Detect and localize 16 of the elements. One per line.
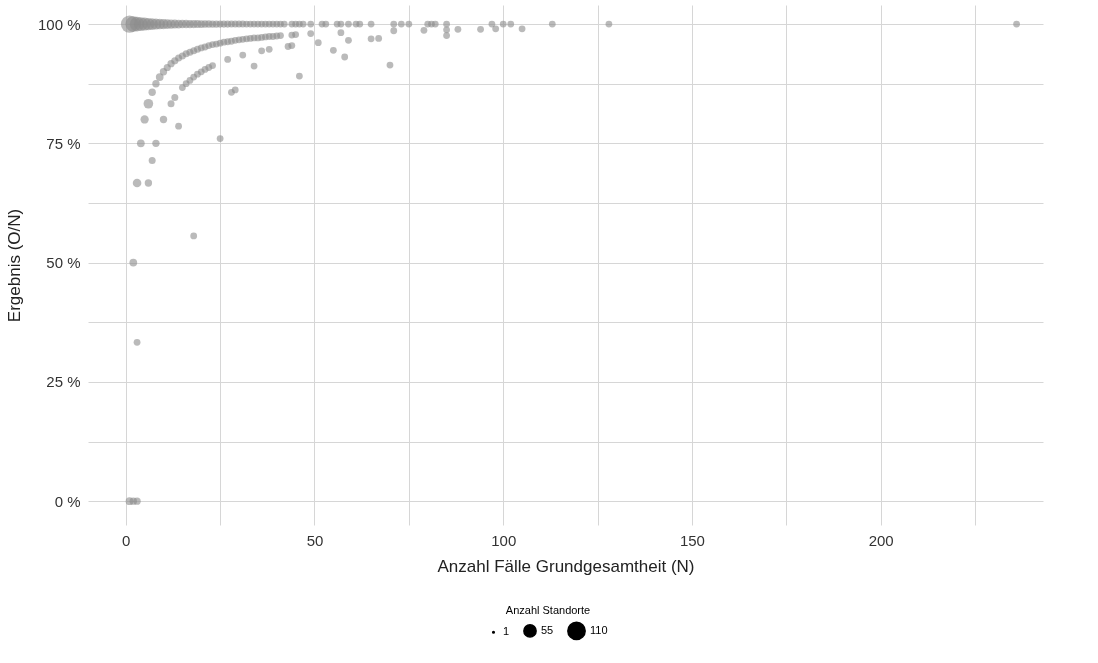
y-tick-label: 75 % xyxy=(46,134,81,152)
y-axis-title: Ergebnis (O/N) xyxy=(4,208,24,323)
legend-label: 1 xyxy=(503,625,510,638)
x-tick-label: 100 xyxy=(491,531,517,549)
legend-label: 110 xyxy=(590,623,608,636)
legend-label: 55 xyxy=(541,623,554,636)
y-tick-label: 100 % xyxy=(37,15,81,33)
x-axis-title: Anzahl Fälle Grundgesamtheit (N) xyxy=(437,556,695,576)
y-tick-label: 0 % xyxy=(54,492,81,510)
x-tick-label: 50 xyxy=(306,531,324,549)
x-tick-label: 200 xyxy=(868,531,894,549)
legend-title: Anzahl Standorte xyxy=(505,604,591,616)
y-tick-label: 50 % xyxy=(46,254,81,272)
y-tick-label: 25 % xyxy=(46,373,81,391)
x-tick-label: 0 xyxy=(122,531,131,549)
x-tick-label: 150 xyxy=(679,531,705,549)
